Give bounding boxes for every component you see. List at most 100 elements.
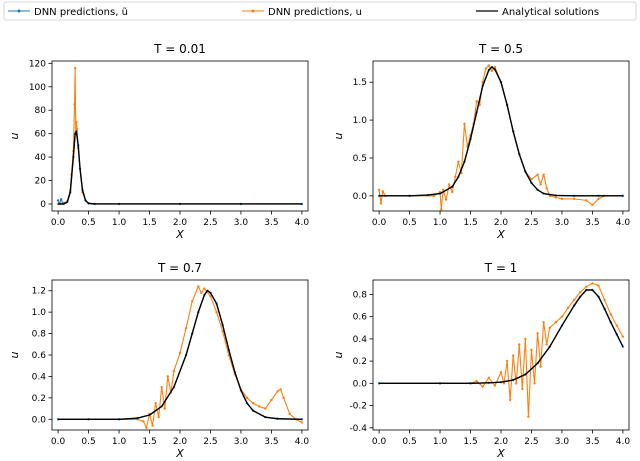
y-tick-label: -0.4 <box>349 424 367 434</box>
data-point-dnn-u <box>463 122 466 126</box>
x-tick-label: 3.0 <box>234 218 249 228</box>
data-point-dnn-u <box>484 67 487 70</box>
axes-frame <box>51 279 309 431</box>
x-tick-label: 0.0 <box>51 218 66 228</box>
legend-marker-dnn-u-tilde <box>17 9 21 13</box>
series-line-analytical <box>379 66 623 197</box>
x-axis-label: X <box>496 228 505 241</box>
x-tick-label: 1.5 <box>463 218 477 228</box>
series-line-analytical <box>58 130 302 205</box>
y-tick-label: 0.0 <box>353 379 368 389</box>
x-tick-label: 0.5 <box>81 218 95 228</box>
data-point-dnn-u <box>475 379 478 383</box>
y-axis-label: u <box>332 351 345 358</box>
axes-frame <box>372 60 630 212</box>
x-tick-label: 3.5 <box>585 218 599 228</box>
data-point-dnn-u <box>597 197 600 201</box>
axes-frame <box>51 60 309 212</box>
plot-area <box>56 285 304 430</box>
x-tick-label: 3.5 <box>585 437 599 447</box>
y-tick-label: 120 <box>29 59 46 69</box>
panel-title: T = 0.01 <box>153 42 206 56</box>
data-point-dnn-u <box>145 426 148 430</box>
x-tick-label: 2.0 <box>173 218 188 228</box>
x-tick-label: 3.0 <box>555 218 570 228</box>
data-point-dnn-u <box>276 390 279 393</box>
plot-area <box>56 66 304 206</box>
legend: DNN predictions, ũ DNN predictions, u An… <box>3 1 637 21</box>
data-point-dnn-u <box>258 405 261 408</box>
x-tick-label: 3.0 <box>234 437 249 447</box>
data-point-dnn-u <box>282 396 285 400</box>
data-point-dnn-u <box>200 291 203 295</box>
data-point-dnn-u <box>454 175 457 179</box>
legend-marker-dnn-u <box>251 9 255 13</box>
data-point-dnn-u <box>530 177 533 181</box>
y-axis-label: u <box>8 132 21 139</box>
panel-t-0-01: T = 0.01 0.0 0.5 1.0 1.5 2.0 2.5 3.0 3.5 4.0 0 20 40… <box>8 42 309 241</box>
x-tick-label: 2.0 <box>494 437 509 447</box>
data-point-dnn-u <box>597 284 600 287</box>
x-axis-label: X <box>175 447 184 460</box>
data-point-dnn-u <box>178 351 182 355</box>
data-point-dnn-u <box>539 365 542 368</box>
data-point-dnn-u <box>270 398 273 402</box>
data-point-dnn-u <box>524 337 527 341</box>
series-line-analytical <box>58 290 302 420</box>
legend-entry-dnn-u-tilde: DNN predictions, ũ <box>8 7 128 18</box>
y-tick-label: 1.2 <box>32 287 46 297</box>
data-point-dnn-u <box>502 382 506 385</box>
data-point-dnn-u <box>444 198 448 201</box>
x-tick-label: 3.0 <box>555 437 570 447</box>
data-point-dnn-u <box>554 196 558 199</box>
data-point-dnn-u <box>197 285 200 288</box>
data-point-dnn-u <box>157 415 160 419</box>
data-point-dnn-u <box>508 398 512 402</box>
data-point-dnn-u <box>487 64 491 67</box>
y-tick-label: 0.0 <box>32 415 47 425</box>
plot-area <box>377 64 625 211</box>
x-tick-label: 2.5 <box>203 437 217 447</box>
data-point-dnn-u <box>493 65 497 69</box>
legend-entry-dnn-u: DNN predictions, u <box>242 7 362 18</box>
data-point-dnn-u <box>536 332 539 335</box>
data-point-dnn-u <box>530 348 533 352</box>
data-point-dnn-u <box>539 183 542 186</box>
panel-title: T = 0.5 <box>478 42 523 56</box>
data-point-dnn-u-tilde <box>56 199 60 202</box>
x-tick-label: 0.5 <box>402 437 416 447</box>
data-point-dnn-u-tilde <box>59 198 63 201</box>
y-tick-label: 0.5 <box>353 154 367 164</box>
data-point-dnn-u <box>554 321 558 324</box>
data-point-dnn-u <box>154 402 157 405</box>
x-tick-label: 4.0 <box>295 437 310 447</box>
x-tick-label: 3.5 <box>264 437 278 447</box>
x-tick-label: 0.5 <box>402 218 416 228</box>
data-point-dnn-u <box>533 382 536 385</box>
data-point-dnn-u <box>215 310 218 314</box>
x-tick-label: 4.0 <box>616 437 631 447</box>
x-tick-label: 2.5 <box>524 437 538 447</box>
data-point-dnn-u <box>190 300 194 303</box>
y-tick-label: 0.4 <box>353 335 368 345</box>
x-tick-label: 3.5 <box>264 218 278 228</box>
legend-label-dnn-u: DNN predictions, u <box>268 7 362 18</box>
data-point-dnn-u <box>505 359 509 363</box>
data-point-dnn-u <box>515 382 518 385</box>
x-tick-label: 1.0 <box>112 437 127 447</box>
data-point-dnn-u <box>432 194 436 198</box>
x-tick-label: 1.0 <box>433 218 448 228</box>
panel-title: T = 1 <box>484 261 518 275</box>
series-line-dnn-u <box>378 65 623 211</box>
x-axis-label: X <box>496 447 505 460</box>
y-tick-label: 1.0 <box>353 116 368 126</box>
data-point-dnn-u <box>548 326 551 329</box>
data-point-dnn-u <box>264 407 267 410</box>
x-tick-label: 4.0 <box>616 218 631 228</box>
data-point-dnn-u <box>209 294 212 298</box>
x-tick-label: 1.5 <box>142 437 156 447</box>
data-point-dnn-u <box>163 407 166 410</box>
y-tick-label: 100 <box>29 83 46 93</box>
data-point-dnn-u <box>166 375 170 378</box>
series-line-dnn-u-tilde <box>379 289 624 384</box>
